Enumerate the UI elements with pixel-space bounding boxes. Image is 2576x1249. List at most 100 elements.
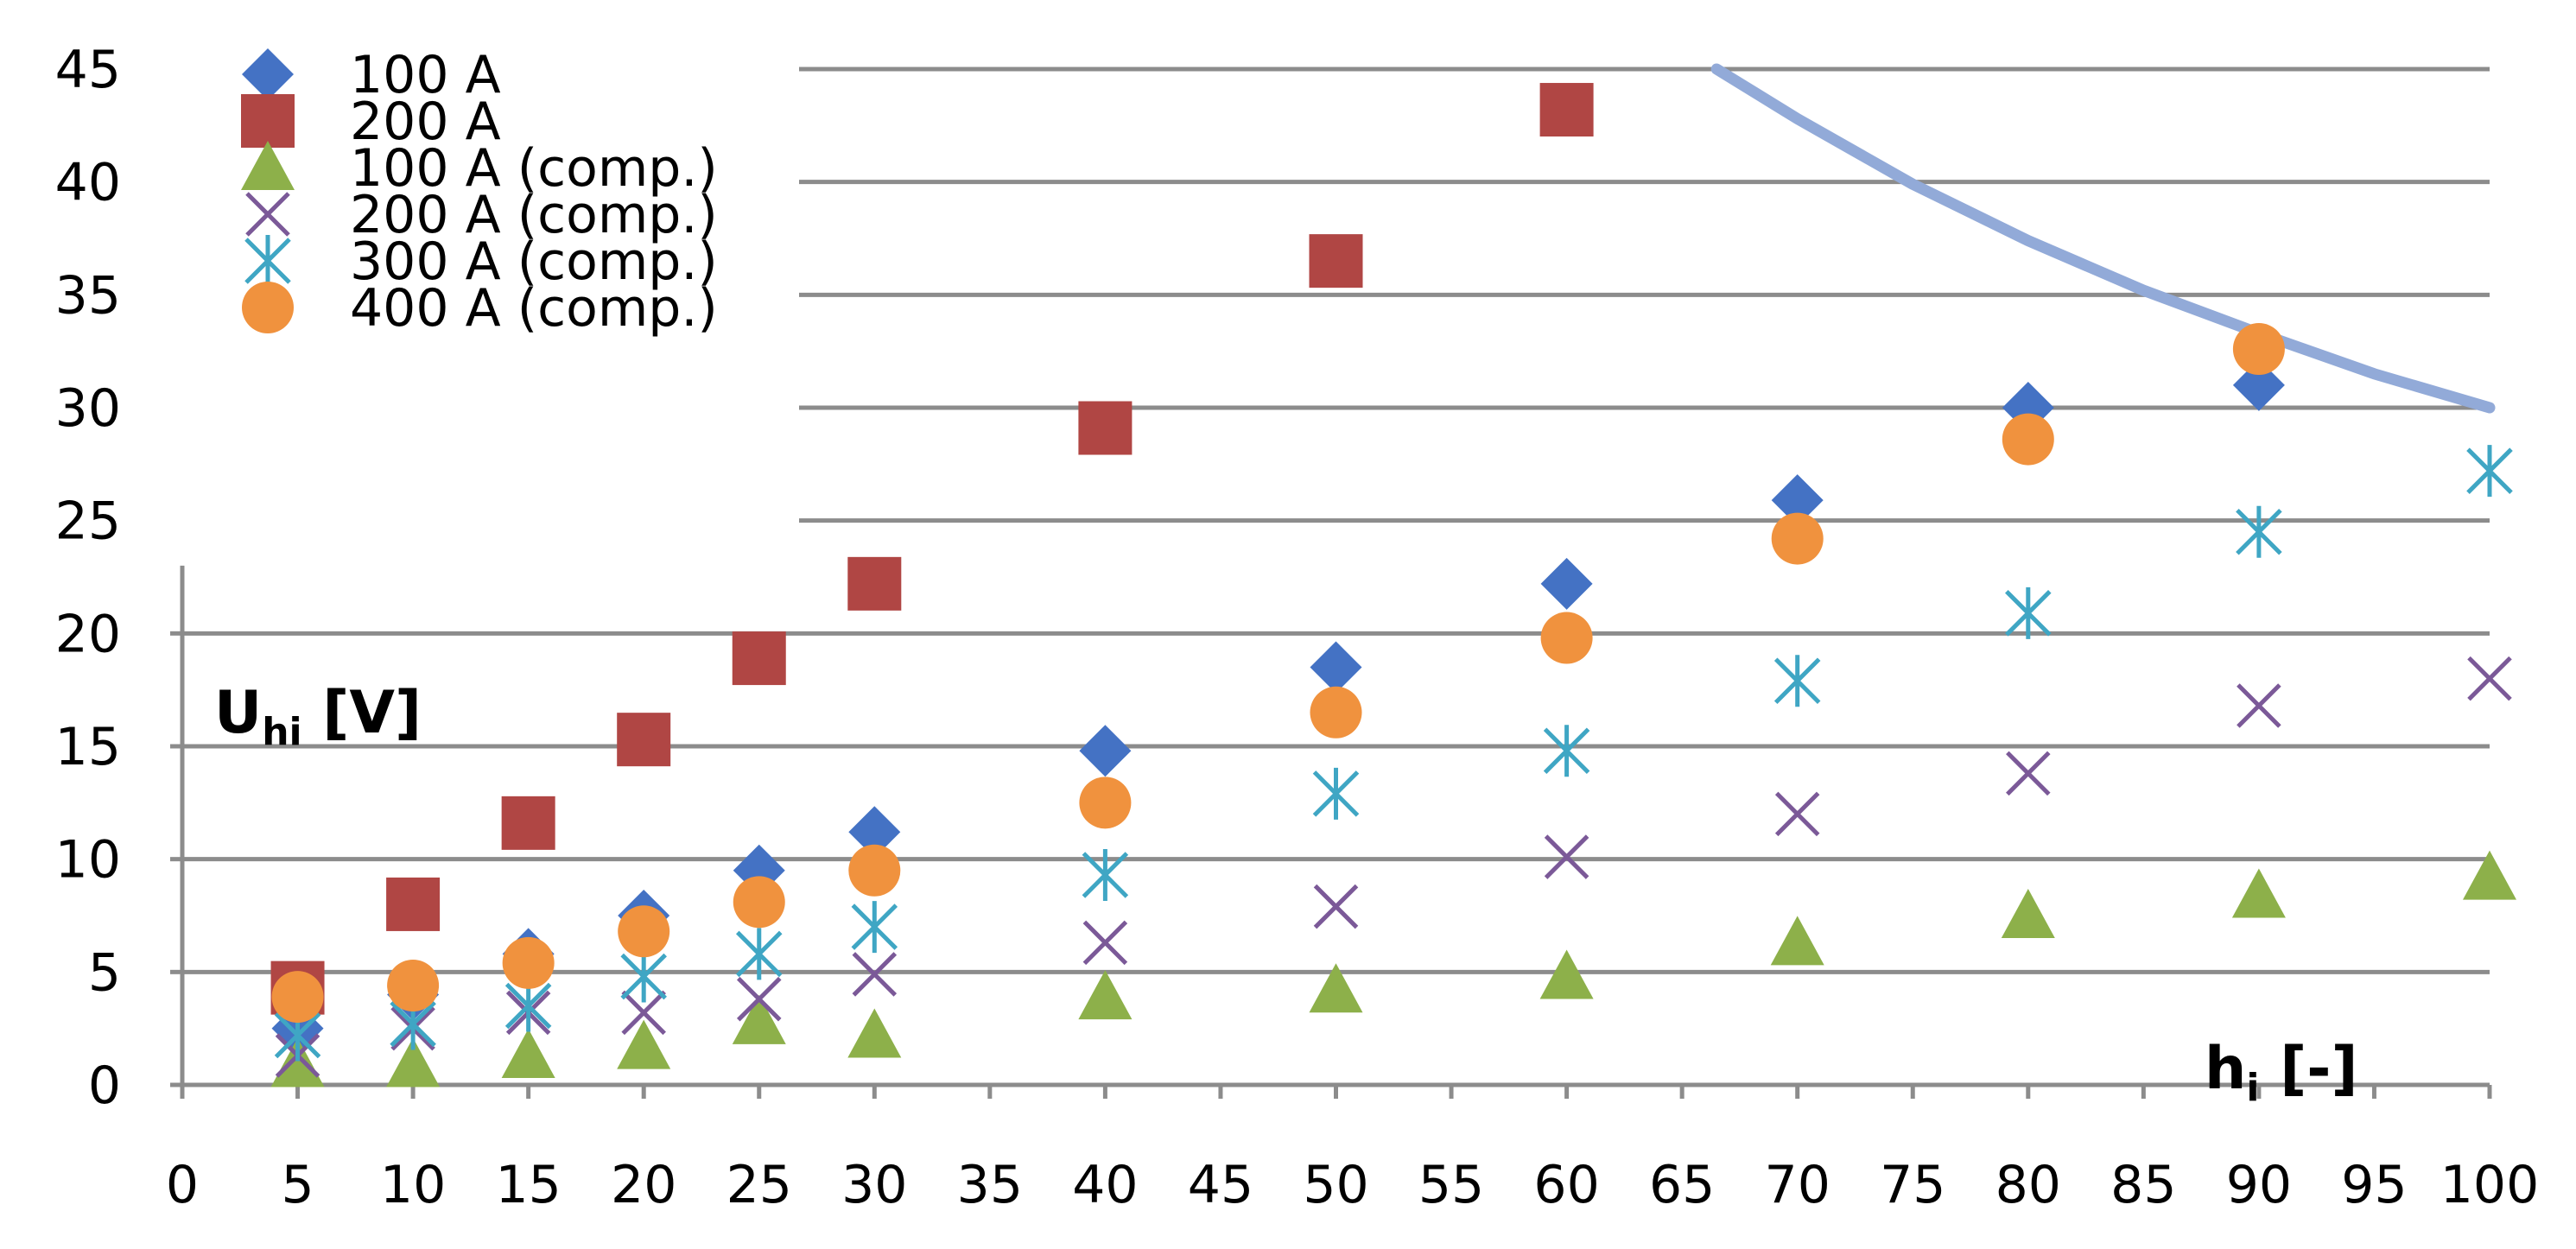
point-400-a-comp-x25 — [733, 876, 785, 929]
legend-item-200-a-comp: 200 A (comp.) — [245, 185, 718, 245]
point-300-a-comp-x50 — [1312, 767, 1360, 820]
y-tick-label-10: 10 — [55, 830, 121, 891]
point-100-a-comp-x40 — [1078, 970, 1133, 1020]
point-200-a-x20 — [617, 713, 671, 767]
y-tick-label-30: 30 — [55, 378, 121, 439]
x-tick-label-80: 80 — [1995, 1155, 2061, 1215]
x-axis-title-sub: i — [2246, 1066, 2259, 1110]
x-axis-title-rest: [-] — [2260, 1035, 2358, 1103]
legend-item-100-a-comp: 100 A (comp.) — [241, 138, 718, 199]
x-tick-label-85: 85 — [2110, 1155, 2176, 1215]
point-100-a-comp-x20 — [617, 1019, 671, 1069]
point-400-a-comp-x30 — [848, 844, 901, 897]
series-200-a-comp — [275, 656, 2512, 1078]
axes — [170, 565, 2492, 1099]
x-axis-title: hi [-] — [2205, 1035, 2358, 1110]
point-400-a-comp-x40 — [1079, 777, 1132, 829]
data-points — [270, 83, 2516, 1087]
legend-label-200-a: 200 A — [350, 92, 501, 152]
point-200-a-x15 — [501, 796, 555, 850]
point-400-a-comp-x20 — [618, 905, 670, 958]
y-tick-label-20: 20 — [55, 604, 121, 664]
x-tick-label-0: 0 — [166, 1155, 199, 1215]
x-tick-label-45: 45 — [1188, 1155, 1253, 1215]
point-400-a-comp-x90 — [2232, 323, 2285, 376]
x-tick-label-25: 25 — [726, 1155, 792, 1215]
point-400-a-comp-x10 — [387, 960, 440, 1012]
legend-item-100-a: 100 A — [242, 45, 501, 105]
point-300-a-comp-x25 — [735, 928, 783, 980]
x-tick-label-60: 60 — [1533, 1155, 1599, 1215]
x-tick-label-90: 90 — [2226, 1155, 2292, 1215]
y-tick-label-45: 45 — [55, 40, 121, 100]
point-100-a-comp-x5 — [270, 1037, 325, 1087]
legend-item-300-a-comp: 300 A (comp.) — [244, 231, 718, 292]
point-200-a-comp-x100 — [2467, 656, 2512, 701]
point-200-a-comp-x20 — [621, 990, 666, 1036]
point-300-a-comp-x70 — [1773, 655, 1821, 707]
legend-item-200-a: 200 A — [241, 92, 501, 152]
x-tick-label-95: 95 — [2341, 1155, 2407, 1215]
point-200-a-x10 — [386, 877, 441, 931]
point-400-a-comp-x15 — [502, 936, 555, 989]
y-axis-title: Uhi [V] — [214, 679, 422, 754]
point-200-a-x30 — [847, 556, 902, 611]
point-300-a-comp-x40 — [1082, 848, 1129, 901]
legend-marker-300-a-comp — [244, 235, 291, 287]
legend-marker-100-a — [242, 48, 294, 100]
point-100-a-comp-x25 — [732, 994, 786, 1044]
x-tick-label-35: 35 — [957, 1155, 1023, 1215]
point-400-a-comp-x5 — [271, 971, 324, 1024]
legend-label-100-a-comp: 100 A (comp.) — [350, 138, 718, 199]
tick-labels: 0 5 10 15 20 25 30 35 40 45 0 5 10 15 20 25 30 35 40 45 50 55… — [55, 40, 2540, 1215]
point-200-a-x25 — [732, 631, 786, 686]
legend-marker-400-a-comp — [242, 282, 294, 333]
y-axis-title-rest: [V] — [302, 679, 422, 747]
x-tick-label-30: 30 — [841, 1155, 907, 1215]
point-200-a-x40 — [1078, 401, 1133, 455]
point-100-a-x30 — [848, 806, 901, 859]
legend-label-400-a-comp: 400 A (comp.) — [350, 278, 718, 339]
y-tick-label-0: 0 — [88, 1056, 121, 1116]
point-200-a-x60 — [1539, 83, 1594, 137]
y-tick-label-35: 35 — [55, 265, 121, 326]
point-100-a-comp-x80 — [2001, 889, 2055, 938]
point-300-a-comp-x30 — [851, 901, 898, 954]
point-100-a-x40 — [1079, 725, 1132, 777]
point-100-a-comp-x30 — [847, 1008, 902, 1058]
y-axis-title-sub: hi — [262, 710, 301, 754]
limit-curve-layer — [1710, 63, 2496, 414]
x-tick-label-5: 5 — [281, 1155, 314, 1215]
point-100-a-comp-x70 — [1770, 916, 1824, 966]
point-300-a-comp-x90 — [2236, 505, 2282, 558]
point-300-a-comp-x20 — [620, 950, 667, 1003]
x-tick-label-65: 65 — [1649, 1155, 1715, 1215]
point-100-a-comp-x100 — [2463, 850, 2516, 900]
point-100-a-comp-x50 — [1309, 963, 1363, 1013]
point-100-a-x70 — [1771, 474, 1824, 527]
point-200-a-comp-x90 — [2237, 683, 2281, 728]
point-100-a-x90 — [2232, 358, 2285, 411]
point-200-a-comp-x50 — [1313, 884, 1359, 929]
legend-label-200-a-comp: 200 A (comp.) — [350, 185, 718, 245]
point-300-a-comp-x100 — [2466, 445, 2513, 498]
point-300-a-comp-x60 — [1543, 725, 1590, 777]
y-tick-label-15: 15 — [55, 717, 121, 777]
series-400-a-comp — [271, 323, 2285, 1024]
legend-item-400-a-comp: 400 A (comp.) — [242, 278, 718, 339]
point-200-a-x50 — [1309, 234, 1363, 288]
point-400-a-comp-x50 — [1310, 686, 1362, 739]
point-200-a-comp-x25 — [736, 976, 782, 1022]
x-axis-title-main: h — [2205, 1035, 2246, 1103]
y-tick-label-5: 5 — [88, 942, 121, 1003]
series-300-a-comp — [274, 445, 2513, 1062]
series-100-a — [271, 358, 2285, 1055]
point-100-a-comp-x15 — [501, 1029, 555, 1079]
x-tick-label-75: 75 — [1880, 1155, 1945, 1215]
legend-marker-100-a-comp — [241, 141, 295, 190]
point-400-a-comp-x70 — [1771, 512, 1824, 565]
series-200-a — [270, 83, 1594, 1015]
point-200-a-comp-x70 — [1774, 791, 1820, 837]
